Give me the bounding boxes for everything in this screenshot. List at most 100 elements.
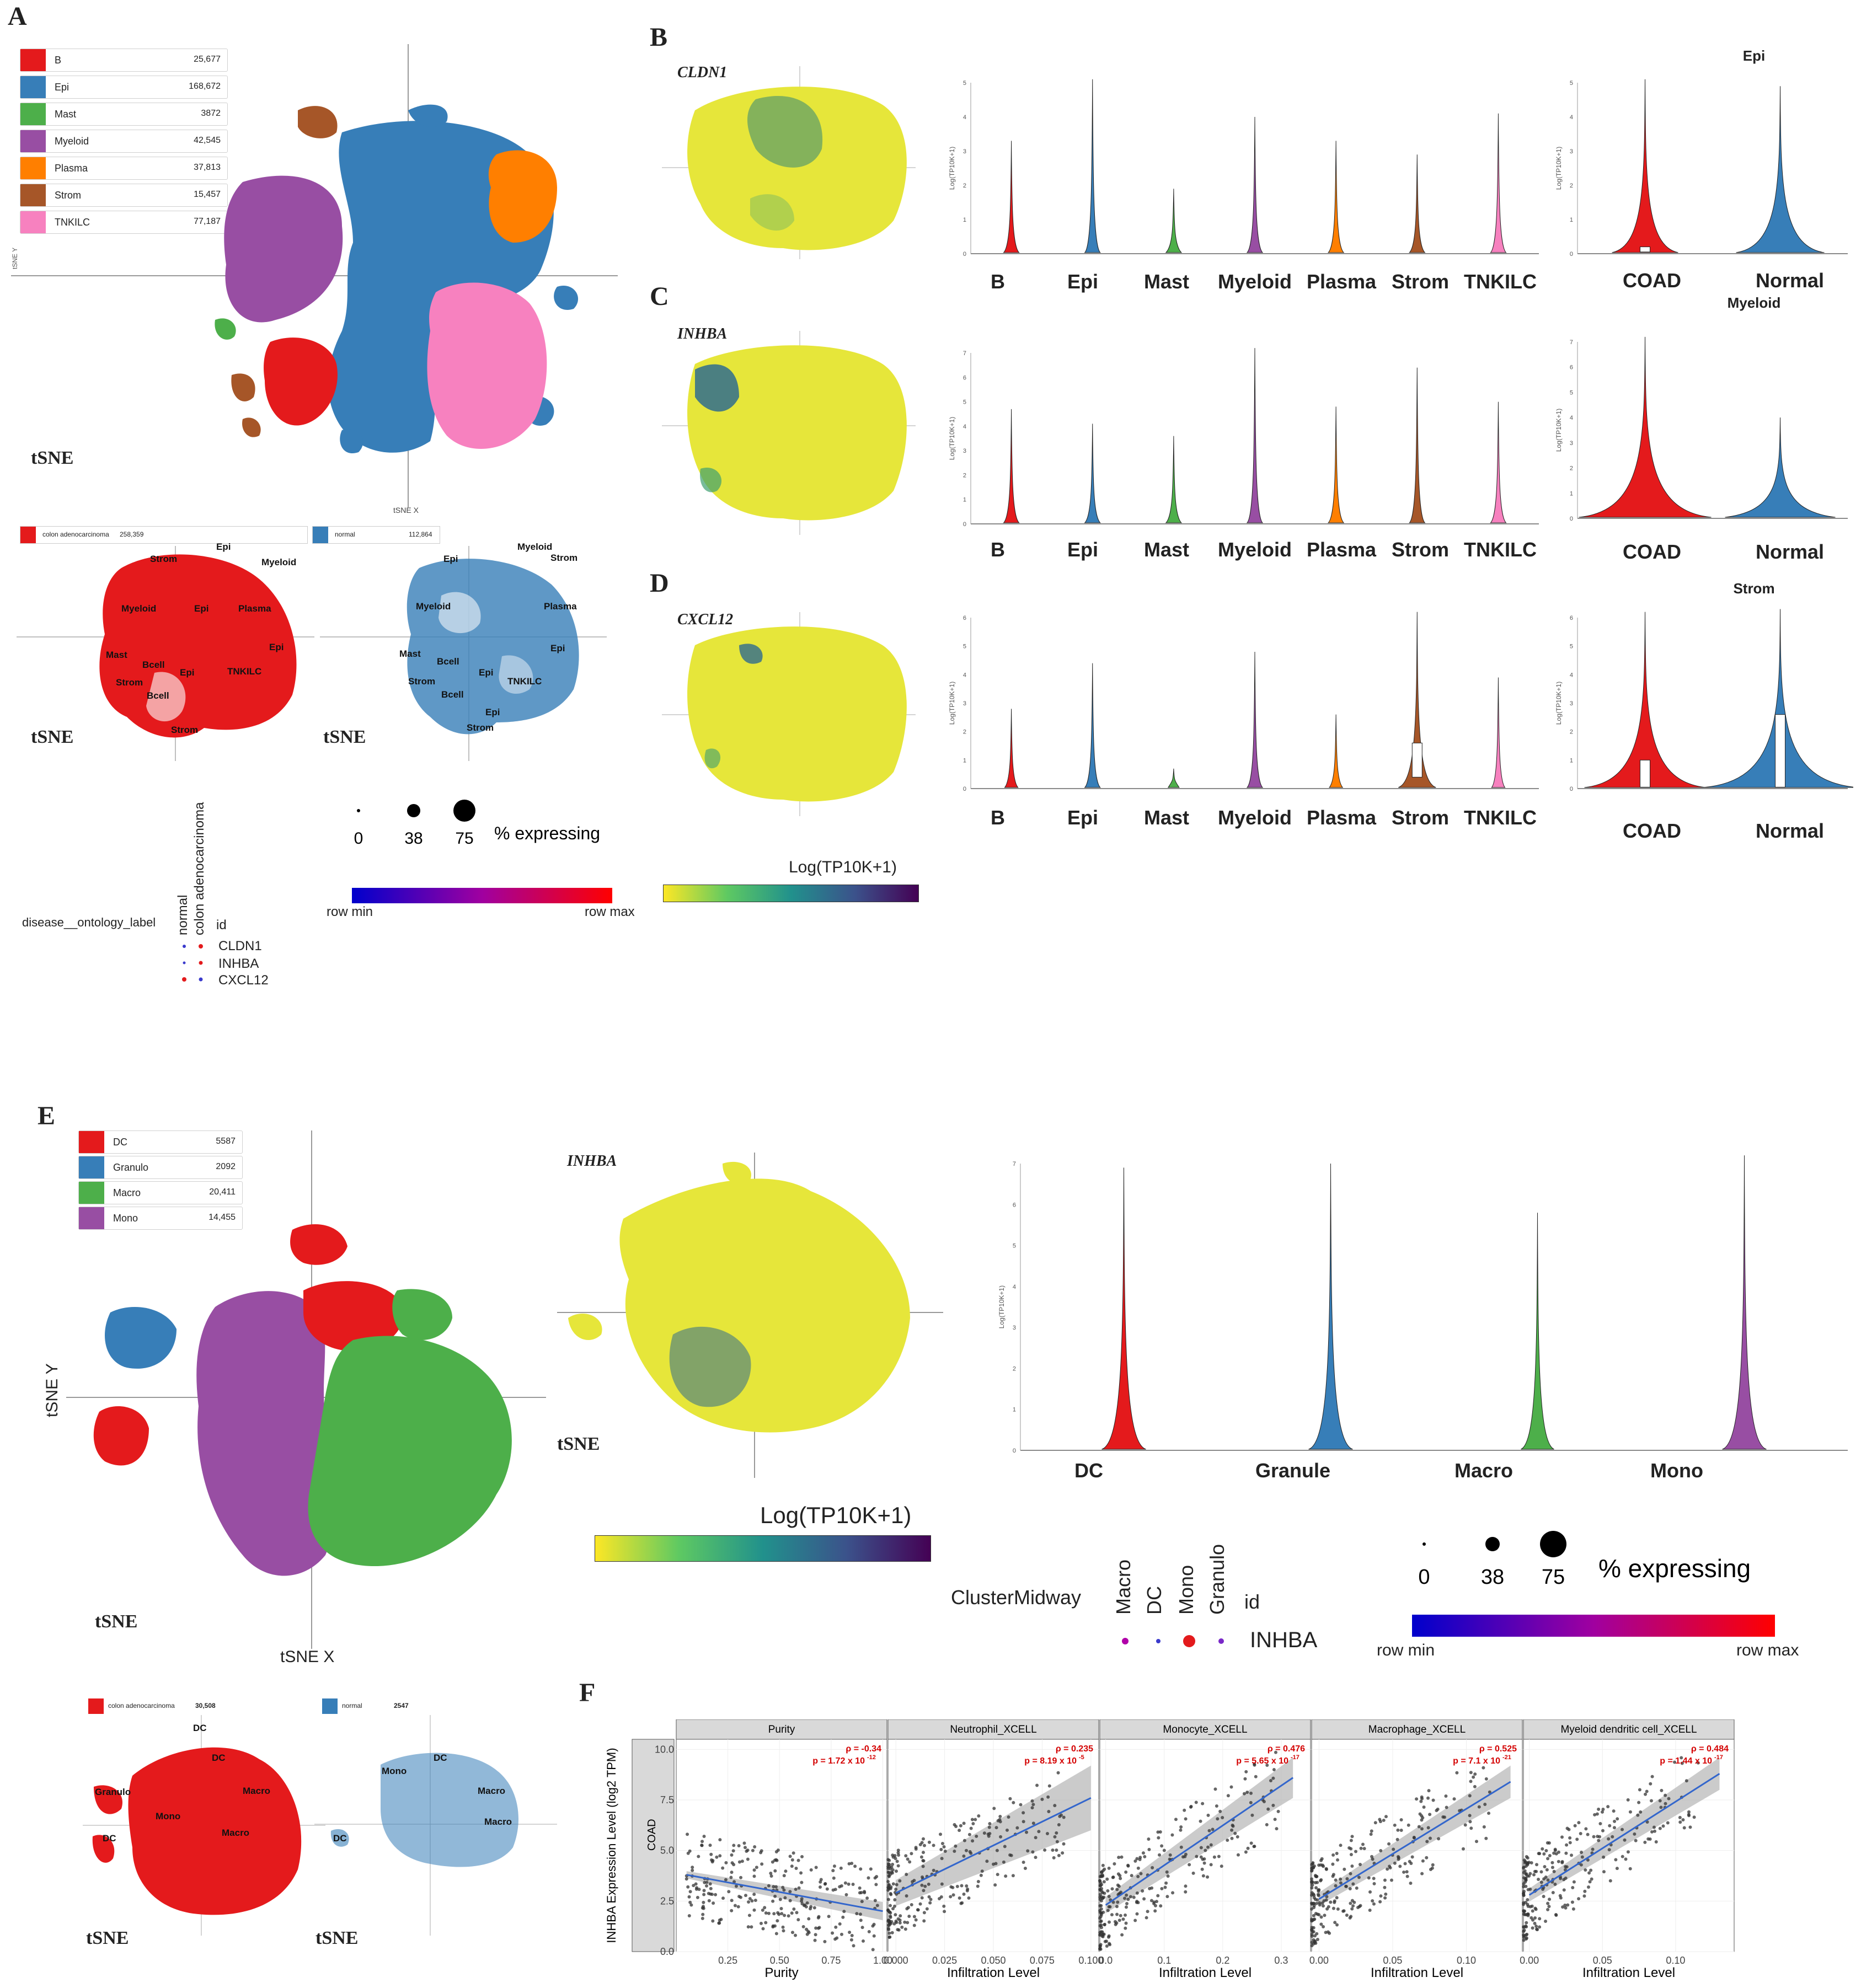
scatter-point [1592, 1835, 1596, 1839]
x-axis-title: Purity [764, 1965, 798, 1980]
scatter-point [707, 1899, 711, 1903]
scatter-point [1626, 1850, 1630, 1854]
legend-count: 37,813 [194, 163, 221, 172]
coad-chip-e[interactable]: colon adenocarcinoma 30,508 [88, 1698, 232, 1714]
scatter-point [1532, 1873, 1536, 1877]
scatter-point [1551, 1891, 1555, 1895]
scatter-point [1530, 1861, 1533, 1864]
scatter-point [954, 1824, 958, 1828]
scatter-point [1199, 1819, 1202, 1823]
scatter-point [1329, 1900, 1333, 1904]
scatter-point [949, 1895, 953, 1899]
scatter-point [1051, 1848, 1055, 1852]
violin-shape [1084, 424, 1101, 523]
scatter-point [940, 1857, 944, 1861]
scatter-point [776, 1911, 780, 1915]
legend-item-granulo[interactable]: Granulo 2092 [78, 1156, 243, 1179]
scatter-point [1160, 1844, 1164, 1848]
scatter-point [1399, 1828, 1403, 1832]
cat-label: TNKILC [1464, 270, 1537, 293]
scatter-point [1061, 1851, 1065, 1855]
scatter-point [1160, 1887, 1164, 1890]
scatter-point [1354, 1850, 1358, 1853]
scatter-point [1546, 1901, 1550, 1905]
scatter-point [1146, 1910, 1149, 1914]
scatter-point [1331, 1906, 1335, 1910]
legend-item-b[interactable]: B 25,677 [20, 49, 228, 72]
legend-item-dc[interactable]: DC 5587 [78, 1130, 243, 1154]
scatter-point [890, 1931, 894, 1935]
scatter-point [1230, 1836, 1234, 1840]
scatter-point [898, 1879, 902, 1883]
scatter-point [1399, 1818, 1403, 1822]
normal-chip-e[interactable]: normal 2547 [322, 1698, 432, 1714]
scatter-point [1106, 1889, 1110, 1893]
scatter-point [977, 1814, 981, 1818]
scatter-point [929, 1898, 933, 1901]
scatter-point [914, 1846, 918, 1850]
scatter-point [1236, 1835, 1239, 1839]
scatter-point [1420, 1872, 1424, 1876]
normal-chip[interactable]: normal 112,864 [312, 526, 440, 544]
scatter-point [1523, 1877, 1527, 1880]
scatter-point [750, 1899, 754, 1903]
violin-shape [1004, 709, 1019, 788]
violin-shape [1003, 141, 1020, 253]
legend-item-mast[interactable]: Mast 3872 [20, 103, 228, 126]
legend-item-tnkilc[interactable]: TNKILC 77,187 [20, 211, 228, 234]
legend-item-macro[interactable]: Macro 20,411 [78, 1181, 243, 1204]
scatter-point [1580, 1851, 1584, 1855]
scatter-point [1315, 1937, 1319, 1941]
scatter-point [1310, 1891, 1314, 1895]
legend-item-strom[interactable]: Strom 15,457 [20, 184, 228, 207]
y-tick-label: 5.0 [660, 1845, 674, 1856]
split-violin-strom: 0 1 2 3 4 5 6 Log(TP10K+1) [1555, 609, 1853, 792]
row-max-label: row max [585, 904, 635, 919]
legend-item-myeloid[interactable]: Myeloid 42,545 [20, 130, 228, 153]
scatter-point [1165, 1870, 1169, 1874]
legend-item-epi[interactable]: Epi 168,672 [20, 76, 228, 99]
cat-label: Epi [1067, 806, 1098, 829]
scatter-point [1522, 1885, 1526, 1889]
violin-ytick: 0 [963, 786, 966, 792]
scatter-point [873, 1899, 877, 1903]
scatter-point [918, 1842, 922, 1846]
violin-shape [1703, 609, 1853, 788]
row-color-bar [352, 888, 612, 903]
scatter-point [761, 1908, 764, 1912]
violin-ylabel: Log(TP10K+1) [948, 417, 956, 460]
scatter-point [1318, 1901, 1322, 1905]
coad-chip[interactable]: colon adenocarcinoma 258,359 [20, 526, 308, 544]
violin-ytick: 2 [963, 729, 966, 736]
scatter-point [1022, 1860, 1025, 1864]
legend-item-plasma[interactable]: Plasma 37,813 [20, 157, 228, 180]
violin-cats-cldn1: B Epi Mast Myeloid Plasma Strom TNKILC [938, 270, 1544, 298]
violin-shape [1308, 1163, 1353, 1450]
scatter-point [1312, 1893, 1316, 1897]
scatter-point [759, 1851, 763, 1855]
legend-swatch [79, 1156, 104, 1178]
violin-ytick: 2 [1570, 729, 1573, 736]
scatter-point [788, 1855, 792, 1858]
scatter-point [1335, 1896, 1339, 1900]
scatter-point [1373, 1821, 1377, 1825]
violin-shape [1246, 651, 1264, 788]
tsne-label: tSNE [557, 1434, 600, 1454]
tsne-label: tSNE [86, 1928, 129, 1948]
scatter-point [769, 1872, 773, 1876]
scatter-point [1349, 1901, 1352, 1905]
normal-chip-count: 2547 [394, 1702, 409, 1710]
scatter-point [1579, 1863, 1583, 1867]
scatter-point [1554, 1852, 1558, 1856]
legend-item-mono[interactable]: Mono 14,455 [78, 1207, 243, 1230]
scatter-point [889, 1885, 893, 1889]
scatter-point [1216, 1817, 1220, 1821]
scatter-point [905, 1894, 908, 1898]
size-legend-0: 0 [354, 829, 363, 848]
scatter-point [687, 1895, 691, 1899]
scatter-point [1111, 1876, 1115, 1879]
scatter-point [1355, 1886, 1359, 1890]
scatter-point [700, 1844, 704, 1847]
normal-cluster-label: Myeloid [517, 542, 553, 552]
scatter-point [1310, 1941, 1314, 1944]
